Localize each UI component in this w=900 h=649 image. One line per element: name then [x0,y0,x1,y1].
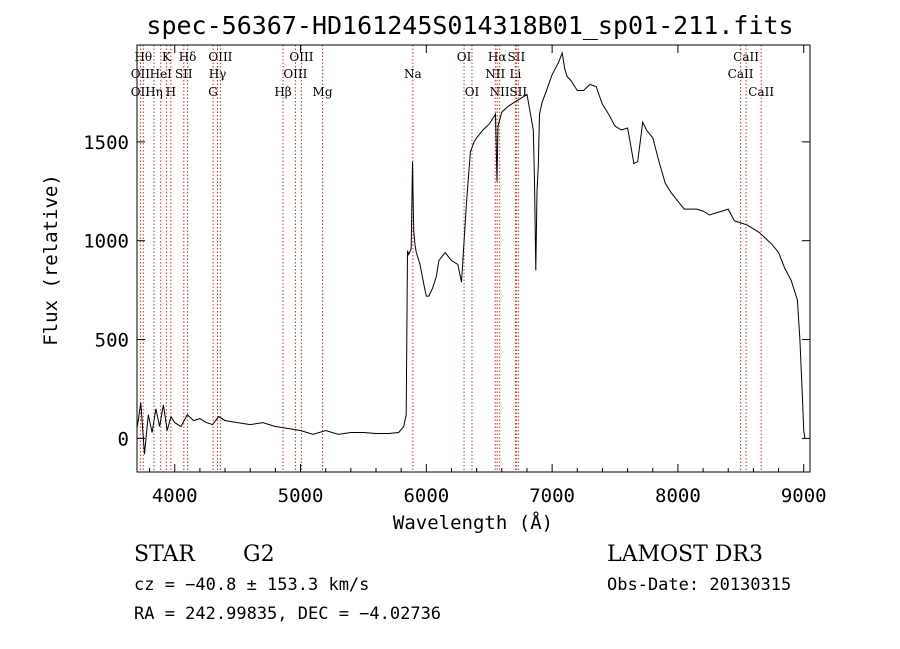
line-marker-label: G [208,85,218,99]
line-marker-label: HeI [150,67,173,81]
line-marker-label: CaII [748,85,774,99]
survey-name: LAMOST DR3 [607,542,763,567]
line-marker-label: NII [490,85,510,99]
chart-title: spec-56367-HD161245S014318B01_sp01-211.f… [146,11,793,40]
axis-ticks: 4000 5000 6000 7000 8000 9000 0 500 1000 1500 [83,45,827,507]
x-axis-label: Wavelength (Å) [393,511,553,534]
line-marker-label: OII [131,85,151,99]
line-marker-label: K [162,50,172,64]
line-marker-label: OIII [208,50,232,64]
line-marker-label: CaII [728,67,754,81]
y-tick-label: 500 [95,330,129,352]
object-subclass: G2 [243,542,275,567]
spectrum-line [136,50,806,455]
line-marker-label: Hα [488,50,507,64]
line-marker-label: OI [457,50,472,64]
line-marker-label: SII [509,85,527,99]
line-marker-label: OI [465,85,480,99]
y-tick-label: 1000 [83,231,129,253]
line-marker-label: Hγ [209,67,227,81]
y-tick-label: 1500 [83,132,129,154]
line-marker-label: SII [508,50,526,64]
x-tick-label: 6000 [403,485,449,507]
line-marker-label: Hδ [179,50,197,64]
plot-frame [136,44,811,473]
line-marker-label: OIII [283,67,307,81]
line-marker-label: Hη [145,85,163,99]
object-class: STAR [134,542,196,567]
line-marker-label: NII [485,67,505,81]
line-marker-label: Hβ [274,85,291,99]
line-marker-label: Mg [313,85,333,99]
line-markers: Hθ OII OII K HeI Hη H SII Hδ OIII Hγ G OIII OIII Hβ Mg N… [131,45,774,472]
y-tick-label: 0 [118,428,129,450]
redshift-text: cz = −40.8 ± 153.3 km/s [134,575,369,595]
y-axis-label: Flux (relative) [40,174,62,346]
x-tick-label: 5000 [278,485,324,507]
x-tick-label: 7000 [529,485,575,507]
x-tick-label: 8000 [655,485,701,507]
x-tick-label: 4000 [152,485,198,507]
line-marker-label: Hθ [134,50,152,64]
line-marker-label: H [166,85,176,99]
line-marker-label: Na [404,67,422,81]
line-marker-label: OIII [289,50,313,64]
line-marker-label: CaII [733,50,759,64]
line-marker-label: OII [131,67,151,81]
line-marker-label: SII [175,67,193,81]
obs-date: Obs-Date: 20130315 [607,575,791,595]
line-marker-label: Li [509,67,521,81]
x-tick-label: 9000 [781,485,827,507]
coordinates-text: RA = 242.99835, DEC = −4.02736 [134,604,441,624]
